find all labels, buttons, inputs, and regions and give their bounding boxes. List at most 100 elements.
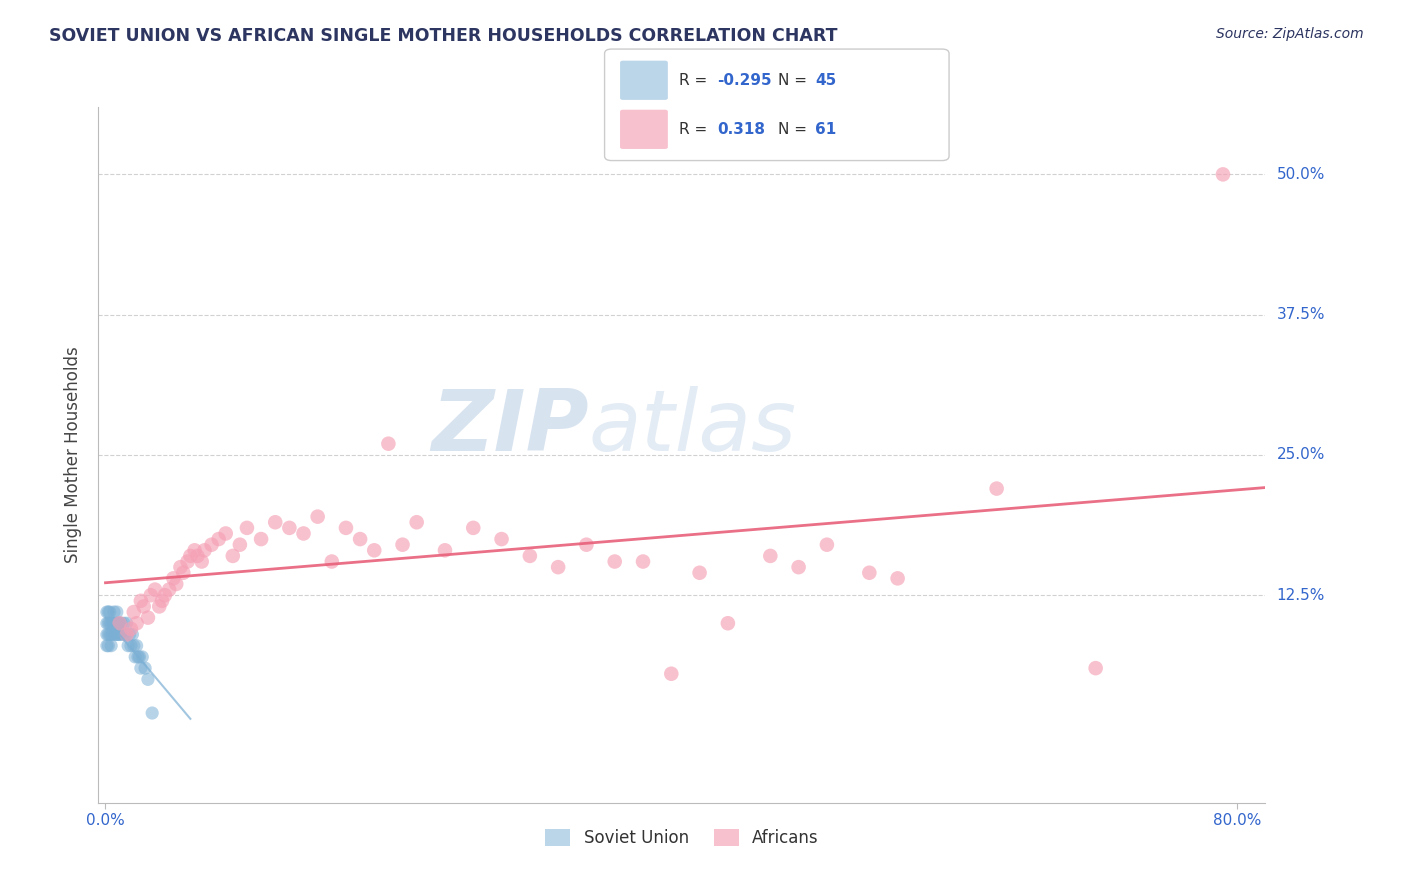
- Point: [150, 594, 173, 608]
- Text: 25.0%: 25.0%: [1277, 448, 1324, 462]
- Text: 12.5%: 12.5%: [1277, 588, 1324, 603]
- Point: [127, 649, 149, 664]
- Point: [101, 627, 124, 641]
- Point: [136, 610, 159, 624]
- Point: [229, 538, 252, 552]
- Point: [363, 543, 385, 558]
- Text: R =: R =: [679, 122, 713, 136]
- Point: [717, 616, 740, 631]
- Point: [98, 616, 121, 631]
- Point: [208, 532, 231, 546]
- Point: [405, 515, 427, 529]
- Point: [108, 616, 131, 631]
- Point: [115, 627, 138, 641]
- Point: [96, 605, 118, 619]
- Point: [491, 532, 513, 546]
- Point: [1084, 661, 1107, 675]
- Point: [103, 616, 125, 631]
- Point: [157, 582, 180, 597]
- Point: [689, 566, 711, 580]
- Point: [165, 577, 187, 591]
- Text: 61: 61: [815, 122, 837, 136]
- Y-axis label: Single Mother Households: Single Mother Households: [65, 347, 83, 563]
- Point: [186, 549, 208, 563]
- Point: [292, 526, 315, 541]
- Point: [97, 627, 120, 641]
- Point: [1212, 167, 1234, 181]
- Point: [759, 549, 782, 563]
- Point: [134, 661, 156, 675]
- Point: [112, 616, 135, 631]
- Point: [886, 571, 908, 585]
- Point: [250, 532, 273, 546]
- Point: [631, 555, 654, 569]
- Point: [96, 627, 118, 641]
- Point: [107, 616, 129, 631]
- Point: [193, 543, 215, 558]
- Point: [129, 594, 152, 608]
- Point: [179, 549, 201, 563]
- Point: [104, 616, 127, 631]
- Point: [118, 627, 141, 641]
- Text: atlas: atlas: [589, 385, 797, 468]
- Point: [236, 521, 259, 535]
- Point: [659, 666, 682, 681]
- Point: [139, 588, 162, 602]
- Point: [176, 555, 198, 569]
- Point: [169, 560, 191, 574]
- Point: [125, 616, 148, 631]
- Point: [96, 639, 118, 653]
- Point: [858, 566, 880, 580]
- Point: [153, 588, 176, 602]
- Point: [307, 509, 329, 524]
- Point: [128, 649, 150, 664]
- Point: [101, 616, 124, 631]
- Point: [98, 627, 121, 641]
- Point: [120, 622, 142, 636]
- Text: R =: R =: [679, 73, 713, 87]
- Text: 37.5%: 37.5%: [1277, 307, 1324, 322]
- Point: [463, 521, 485, 535]
- Point: [143, 582, 166, 597]
- Point: [391, 538, 413, 552]
- Point: [986, 482, 1008, 496]
- Point: [105, 605, 128, 619]
- Point: [100, 639, 122, 653]
- Point: [603, 555, 626, 569]
- Point: [278, 521, 301, 535]
- Point: [215, 526, 238, 541]
- Text: 50.0%: 50.0%: [1277, 167, 1324, 182]
- Point: [108, 627, 131, 641]
- Text: SOVIET UNION VS AFRICAN SINGLE MOTHER HOUSEHOLDS CORRELATION CHART: SOVIET UNION VS AFRICAN SINGLE MOTHER HO…: [49, 27, 838, 45]
- Point: [141, 706, 163, 720]
- Point: [122, 639, 145, 653]
- Point: [335, 521, 357, 535]
- Point: [148, 599, 170, 614]
- Point: [117, 639, 139, 653]
- Point: [129, 661, 152, 675]
- Point: [97, 639, 120, 653]
- Point: [575, 538, 598, 552]
- Text: -0.295: -0.295: [717, 73, 772, 87]
- Point: [100, 616, 122, 631]
- Point: [321, 555, 343, 569]
- Point: [815, 538, 838, 552]
- Point: [125, 639, 148, 653]
- Point: [97, 616, 120, 631]
- Text: ZIP: ZIP: [430, 385, 589, 468]
- Point: [183, 543, 205, 558]
- Point: [433, 543, 456, 558]
- Point: [100, 627, 122, 641]
- Point: [131, 649, 153, 664]
- Point: [377, 436, 399, 450]
- Point: [121, 627, 143, 641]
- Point: [124, 649, 146, 664]
- Point: [111, 627, 134, 641]
- Legend: Soviet Union, Africans: Soviet Union, Africans: [538, 822, 825, 854]
- Point: [190, 555, 212, 569]
- Text: N =: N =: [778, 73, 811, 87]
- Point: [115, 616, 138, 631]
- Point: [122, 605, 145, 619]
- Point: [349, 532, 371, 546]
- Point: [136, 673, 159, 687]
